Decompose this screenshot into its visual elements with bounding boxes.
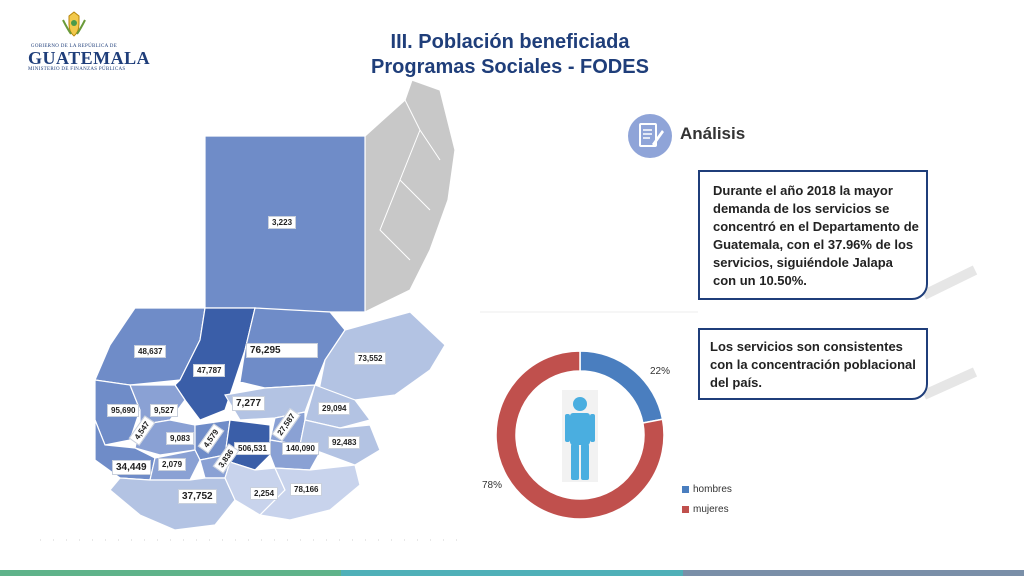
legend-item-hombres: hombres (682, 484, 732, 495)
map-label-chiquimula: 92,483 (328, 436, 361, 449)
coat-of-arms-icon (62, 11, 86, 37)
map-label-retalhuleu: 34,449 (112, 460, 151, 475)
map-label-jalapa: 140,090 (282, 442, 319, 455)
map-label-baja-verapaz: 7,277 (232, 396, 266, 411)
legend-label-hombres: hombres (693, 484, 732, 495)
map-label-quiche: 47,787 (193, 364, 226, 377)
logo-guatemala-text: GUATEMALA (28, 48, 151, 68)
logo-ministry-text: MINISTERIO DE FINANZAS PÚBLICAS (28, 67, 126, 72)
guatemala-logo: GOBIERNO DE LA REPÚBLICA DE GUATEMALA MI… (28, 10, 151, 74)
legend-item-mujeres: mujeres (682, 504, 729, 515)
analysis-card-2: Los servicios son consistentes con la co… (698, 328, 928, 400)
title-line-1: III. Población beneficiada (390, 31, 630, 53)
donut-slices (495, 350, 665, 520)
donut-label-hombres: 22% (650, 366, 671, 377)
analysis-card-2-text: Los servicios son consistentes con la co… (710, 339, 916, 390)
map-label-escuintla: 37,752 (178, 489, 217, 504)
logo-government-text: GOBIERNO DE LA REPÚBLICA DE (30, 44, 118, 49)
analysis-card-1: Durante el año 2018 la mayor demanda de … (698, 170, 928, 300)
analysis-card-1-text: Durante el año 2018 la mayor demanda de … (713, 183, 919, 288)
legend-label-mujeres: mujeres (693, 504, 729, 515)
legend-swatch-mujeres (682, 505, 689, 513)
map-label-santa-rosa: 2,254 (250, 487, 279, 500)
belize-region (364, 79, 456, 313)
gender-donut-chart (495, 350, 665, 520)
donut-slice-mujeres (495, 350, 665, 520)
map-label-peten: 3,223 (268, 216, 297, 229)
analysis-icon (628, 114, 672, 158)
map-label-zacapa: 29,094 (318, 402, 351, 415)
map-label-izabal: 73,552 (354, 352, 387, 365)
analysis-title: Análisis (680, 124, 746, 143)
map-label-solola: 9,083 (166, 432, 195, 445)
legend-swatch-hombres (682, 485, 689, 493)
bottom-color-bar (0, 570, 1024, 576)
map-label-san-marcos: 95,690 (107, 404, 140, 417)
map-label-alta-verapaz: 76,295 (246, 343, 318, 358)
map-label-jutiapa: 78,166 (290, 483, 323, 496)
donut-label-mujeres: 78% (482, 480, 503, 491)
map-label-huehuetenango: 48,637 (134, 345, 167, 358)
page-title: III. Población beneficiada Programas Soc… (330, 30, 690, 80)
map-label-suchitepequez: 2,079 (158, 458, 187, 471)
title-line-2: Programas Sociales - FODES (371, 56, 649, 78)
map-label-quetzaltenango: 9,527 (150, 404, 179, 417)
person-icon (562, 390, 598, 482)
